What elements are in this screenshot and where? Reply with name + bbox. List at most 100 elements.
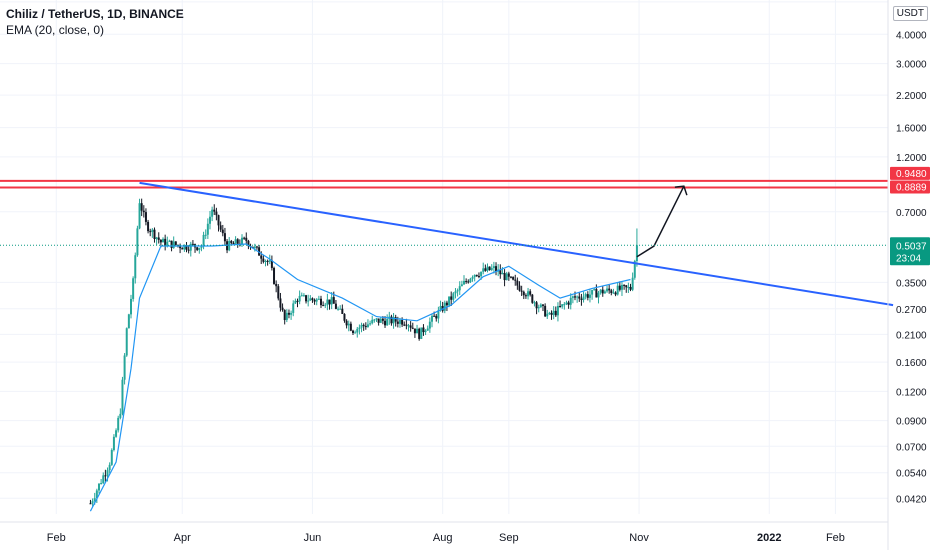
- candle-body: [147, 221, 150, 232]
- candle-body: [164, 238, 167, 247]
- candle-body: [403, 324, 406, 326]
- candle-body: [270, 260, 273, 268]
- candle-body: [567, 302, 570, 305]
- candle-body: [138, 203, 141, 229]
- candle-body: [512, 277, 515, 280]
- symbol-title[interactable]: Chiliz / TetherUS, 1D, BINANCE: [6, 7, 184, 21]
- candle-body: [364, 325, 367, 328]
- candle-body: [448, 296, 451, 306]
- candle-body: [520, 290, 523, 292]
- candle-body: [456, 290, 459, 292]
- resistance-price-tag: [890, 180, 930, 194]
- candle-body: [117, 417, 120, 431]
- price-axis-tick-label: 0.1600: [896, 358, 927, 369]
- candle-body: [130, 298, 133, 315]
- candle-body: [106, 470, 109, 476]
- candle-body: [578, 296, 581, 299]
- candle-body: [347, 323, 350, 326]
- candle-body: [217, 215, 220, 226]
- candle-body: [635, 245, 638, 262]
- candle-body: [305, 295, 308, 302]
- candle-body: [518, 285, 521, 291]
- candle-body: [202, 234, 205, 247]
- candle-body: [170, 240, 173, 248]
- candle-body: [360, 324, 363, 328]
- candle-body: [234, 239, 237, 244]
- candle-body: [343, 313, 346, 321]
- candle-body: [490, 268, 493, 270]
- candle-body: [616, 285, 619, 295]
- candle-body: [275, 283, 278, 287]
- candle-body: [136, 228, 139, 256]
- candle-body: [268, 260, 271, 262]
- candle-body: [531, 294, 534, 303]
- candle-body: [375, 318, 378, 320]
- candle-body: [522, 291, 525, 296]
- candle-body: [290, 312, 293, 315]
- candle-body: [317, 298, 320, 300]
- candle-body: [450, 296, 453, 300]
- candle-body: [413, 328, 416, 334]
- projection-arrow: [636, 185, 685, 258]
- candle-body: [89, 503, 92, 505]
- candle-body: [422, 327, 425, 333]
- candle-body: [392, 317, 395, 324]
- candle-body: [110, 450, 113, 465]
- candle-body: [95, 490, 98, 499]
- candle-body: [366, 324, 369, 328]
- candle-body: [326, 299, 329, 305]
- current-price-tag: [890, 237, 930, 266]
- candle-body: [482, 268, 485, 272]
- price-axis-tick-label: 0.1200: [896, 387, 927, 398]
- candle-body: [503, 272, 506, 281]
- candle-body: [559, 306, 562, 308]
- candle-body: [418, 328, 421, 339]
- price-axis-tick-label: 0.3500: [896, 278, 927, 289]
- price-axis-tick-label: 3.0000: [896, 60, 927, 71]
- price-axis-tick-label: 0.7000: [896, 208, 927, 219]
- candle-body: [396, 321, 399, 324]
- price-axis-tick-label: 1.2000: [896, 153, 927, 164]
- candle-body: [230, 240, 233, 244]
- candle-body: [123, 355, 126, 380]
- candle-body: [499, 269, 502, 275]
- candle-body: [262, 258, 265, 262]
- candle-body: [445, 302, 448, 306]
- candle-body: [279, 298, 282, 308]
- chart-legend: Chiliz / TetherUS, 1D, BINANCE EMA (20, …: [6, 6, 184, 38]
- candle-body: [330, 297, 333, 305]
- candle-body: [142, 210, 145, 213]
- candle-body: [181, 248, 184, 250]
- candle-body: [584, 294, 587, 297]
- candle-body: [533, 302, 536, 304]
- candle-body: [287, 312, 290, 315]
- candle-body: [283, 310, 286, 321]
- ema-indicator-label[interactable]: EMA (20, close, 0): [6, 23, 105, 37]
- candle-body: [629, 286, 632, 290]
- candle-body: [597, 292, 600, 298]
- candle-body: [390, 316, 393, 324]
- candle-body: [467, 281, 470, 283]
- candle-body: [548, 312, 551, 314]
- candle-body: [313, 299, 316, 302]
- candle-body: [381, 318, 384, 321]
- candle-body: [610, 290, 613, 293]
- candle-body: [556, 306, 559, 316]
- candle-body: [586, 294, 589, 298]
- candle-body: [460, 284, 463, 287]
- candle-body: [211, 209, 214, 217]
- candle-body: [465, 281, 468, 283]
- candle-body: [505, 273, 508, 281]
- candle-body: [112, 436, 115, 451]
- candle-body: [631, 277, 634, 290]
- candle-body: [121, 379, 124, 414]
- candle-body: [149, 231, 152, 233]
- candle-body: [236, 239, 239, 244]
- candle-body: [294, 300, 297, 304]
- candle-body: [426, 328, 429, 331]
- currency-label[interactable]: USDT: [892, 6, 928, 21]
- candle-body: [471, 277, 474, 279]
- candle-body: [588, 294, 591, 298]
